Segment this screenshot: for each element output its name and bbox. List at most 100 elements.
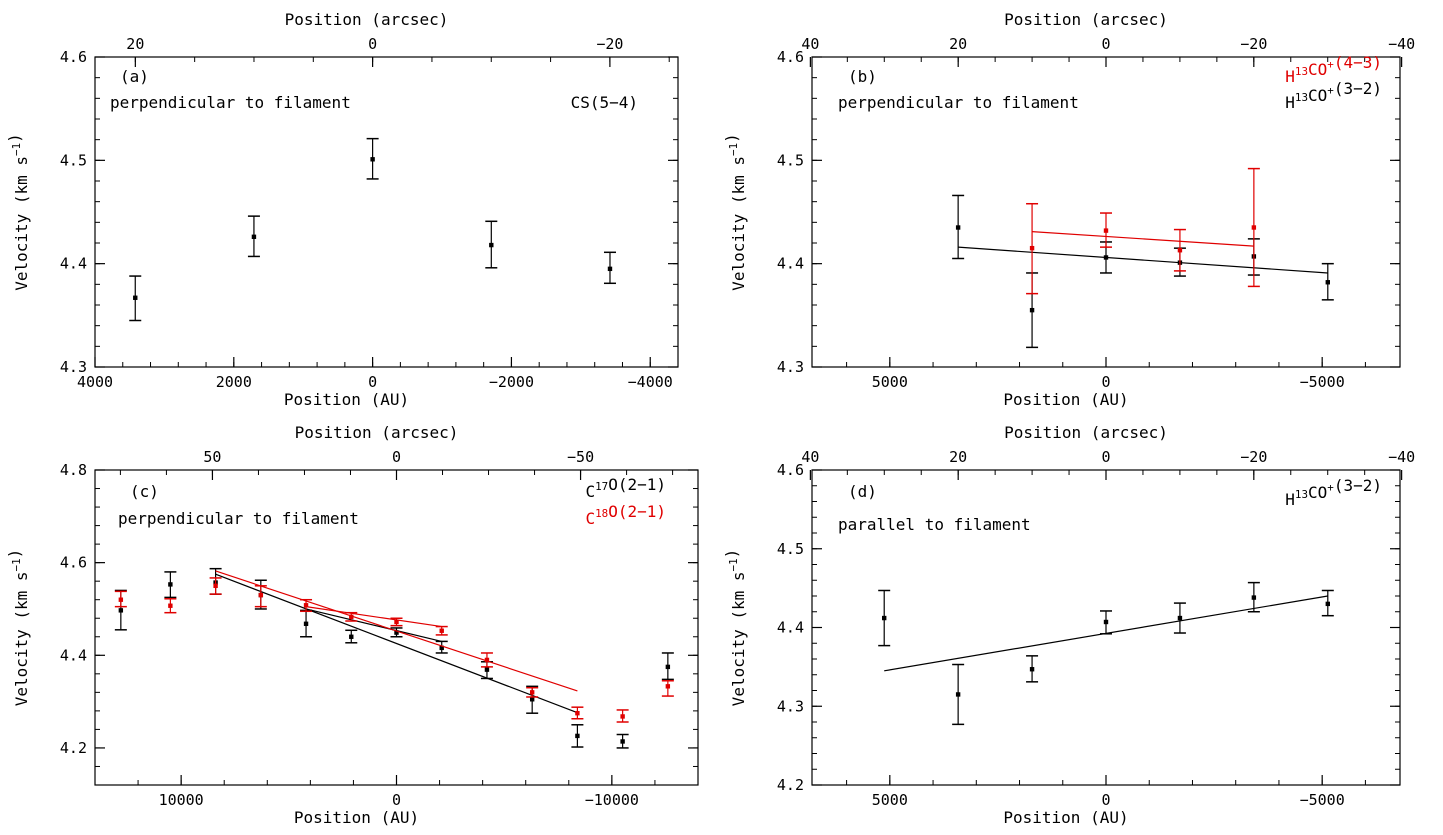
series-0 [952,194,1334,349]
data-point [390,627,403,638]
y-tick-label: 4.5 [777,151,804,169]
y-axis-title: Velocity (km s−1) [5,549,31,707]
series-0 [114,567,674,749]
series-0 [129,137,616,322]
series-1 [1026,167,1260,295]
point-marker [1103,619,1109,625]
data-point [247,215,260,258]
x-tick-label: 4000 [77,373,113,391]
x-axis-title: Position (AU) [1003,390,1128,409]
x-tick-label: 0 [1101,791,1110,809]
plot-frame [94,56,679,368]
point-marker [168,582,173,587]
data-point [435,640,448,654]
point-marker [258,592,264,598]
point-marker [394,630,399,635]
point-marker [882,615,887,621]
data-point [1173,602,1186,634]
point-marker [1177,615,1183,621]
y-tick-label: 4.6 [60,48,87,66]
x-tick-label: 5000 [872,373,908,391]
data-point [164,571,177,599]
point-marker [665,684,671,689]
point-marker [1251,595,1257,600]
point-marker [213,583,218,589]
point-marker [1103,255,1109,260]
point-marker [484,667,490,672]
point-marker [484,657,490,663]
fit-line [958,246,1328,274]
y-tick-label: 4.5 [777,540,804,558]
data-point [1321,589,1334,617]
x-tick-label: −4000 [628,373,673,391]
data-point [345,611,358,622]
data-point [1247,581,1260,613]
data-point [661,652,674,681]
legend-entry: H13CO+(3−2) [1285,79,1382,112]
y-axis-title: Velocity (km s−1) [722,133,748,291]
point-marker [439,628,444,633]
data-point [345,629,358,644]
data-point [526,686,539,698]
point-marker [1029,667,1035,672]
point-marker [394,619,399,625]
y-tick-label: 4.3 [777,697,804,715]
top-tick-label: −20 [1240,35,1267,53]
top-tick-label: −40 [1388,35,1415,53]
x-axis-title: Position (AU) [294,808,419,827]
fit-line [305,606,442,628]
x-tick-label: −10000 [585,791,639,809]
point-marker [1325,601,1330,607]
data-point [300,609,313,638]
panel-d: 5000 0 −5000 40 20 0 −20 −40 4.2 4.3 4.4 4.5 4.6 Posi… [722,423,1415,827]
legend-entry: H13CO+(3−2) [1285,476,1382,509]
y-tick-label: 4.6 [777,48,804,66]
data-point [878,589,891,647]
x-tick-label: −5000 [1300,373,1345,391]
y-tick-label: 4.4 [60,646,87,664]
top-tick-label: 40 [801,35,819,53]
point-marker [620,739,625,744]
point-marker [955,225,961,230]
data-point [952,194,965,260]
panel-b: 5000 0 −5000 40 20 0 −20 −40 4.3 4.4 4.5 4.6 Positio… [722,10,1415,409]
point-marker [439,645,444,651]
data-point [952,663,965,726]
point-marker [251,234,257,239]
fit-line [305,608,442,642]
legend-entry: CS(5−4) [571,93,638,112]
point-marker [529,690,535,695]
x-tick-label: 5000 [872,791,908,809]
y-axis-title: Velocity (km s−1) [722,549,748,707]
top-axis-title: Position (arcsec) [295,423,459,442]
point-marker [1029,245,1035,251]
point-marker [489,242,494,248]
point-marker [1325,280,1330,285]
point-marker [529,697,535,702]
point-marker [349,634,354,639]
point-marker [118,608,124,613]
data-point [390,617,403,627]
point-marker [955,692,961,697]
legend-entry: C18O(2−1) [585,502,666,528]
y-tick-label: 4.2 [60,739,87,757]
x-tick-label: 10000 [159,791,204,809]
x-tick-label: 0 [368,373,377,391]
x-tick-label: 0 [1101,373,1110,391]
data-point [616,709,629,723]
panel-annotation: perpendicular to filament [118,509,359,528]
point-marker [349,614,354,620]
y-tick-label: 4.2 [777,776,804,794]
data-point [571,724,584,748]
top-tick-label: 20 [949,448,967,466]
legend-entry: H13CO+(4−3) [1285,53,1382,86]
top-tick-label: 0 [368,35,377,53]
series-1 [114,570,674,723]
point-marker [303,603,309,608]
x-tick-label: 0 [392,791,401,809]
y-tick-label: 4.6 [60,554,87,572]
legend-entry: C17O(2−1) [585,475,666,501]
y-tick-label: 4.8 [60,461,87,479]
data-point [254,585,267,608]
